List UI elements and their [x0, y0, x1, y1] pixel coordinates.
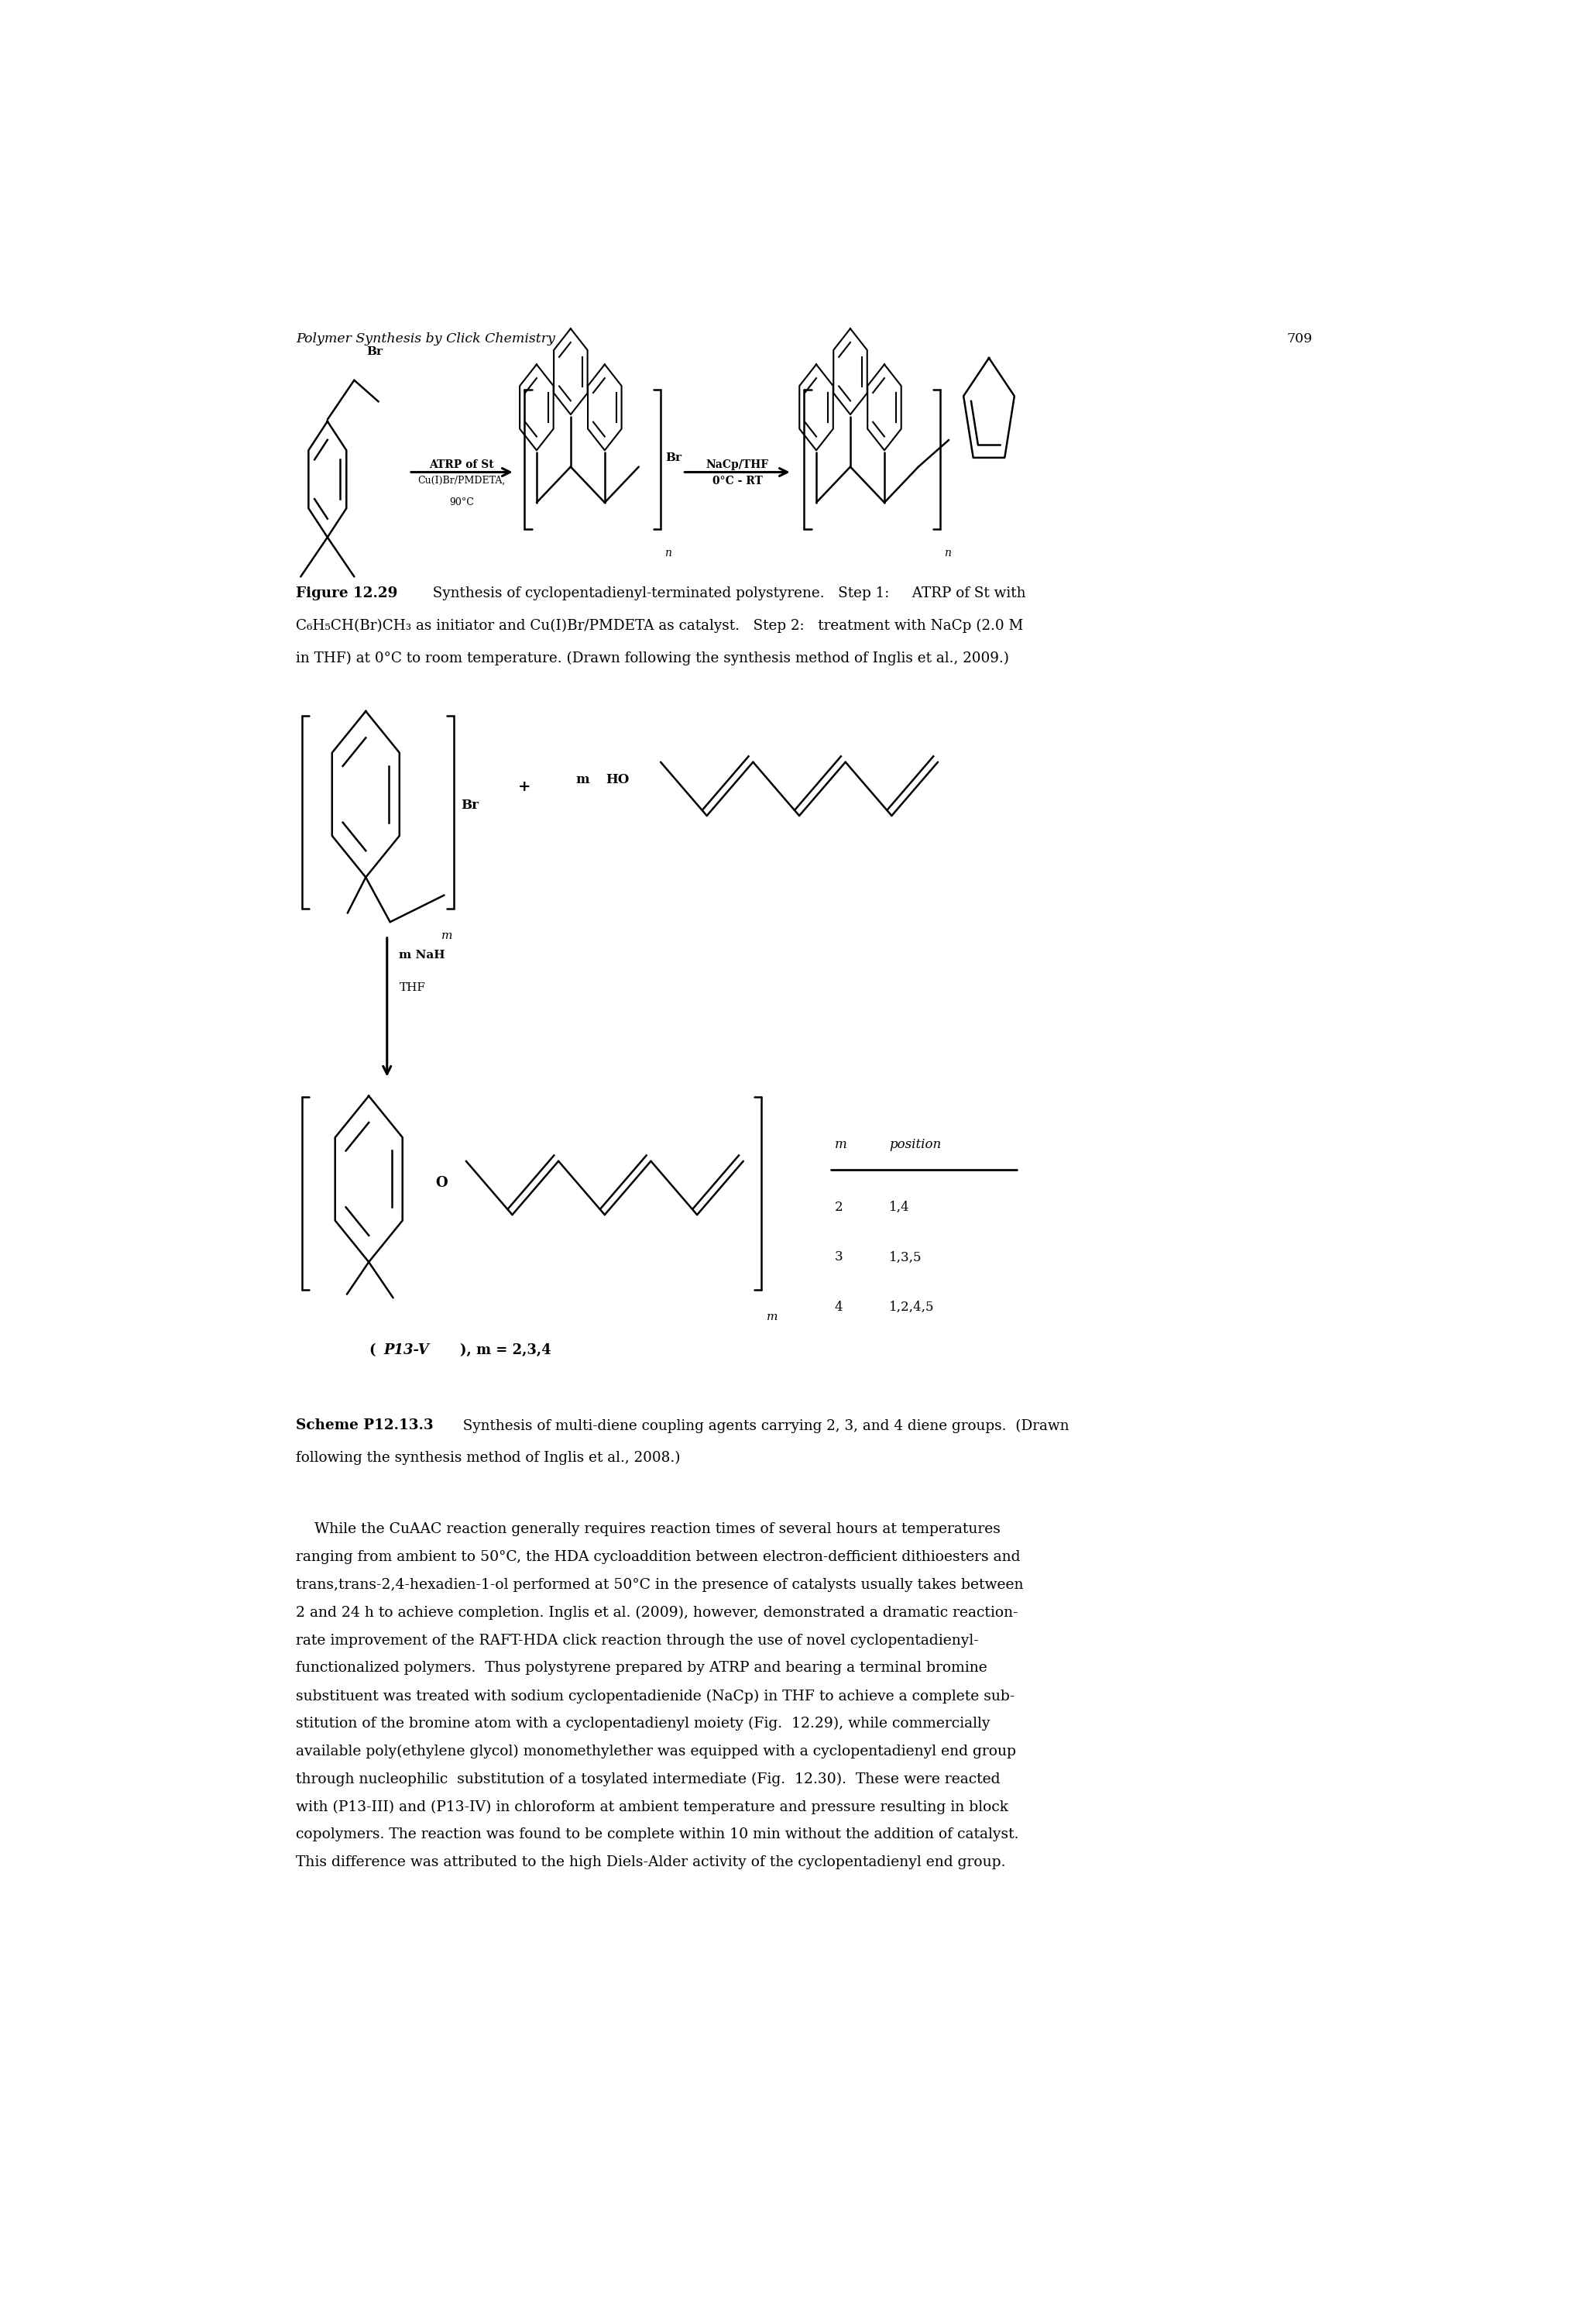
Text: NaCp/THF: NaCp/THF: [706, 460, 769, 469]
Text: 0°C - RT: 0°C - RT: [712, 476, 763, 486]
Text: +: +: [518, 781, 530, 795]
Text: ATRP of St: ATRP of St: [430, 460, 494, 469]
Text: following the synthesis method of Inglis et al., 2008.): following the synthesis method of Inglis…: [297, 1450, 681, 1464]
Text: m: m: [766, 1311, 778, 1322]
Text: Synthesis of multi-diene coupling agents carrying 2, 3, and 4 diene groups.  (Dr: Synthesis of multi-diene coupling agents…: [453, 1418, 1068, 1434]
Text: 90°C: 90°C: [449, 497, 474, 507]
Text: copolymers. The reaction was found to be complete within 10 min without the addi: copolymers. The reaction was found to be…: [297, 1827, 1018, 1841]
Text: in THF) at 0°C to room temperature. (Drawn following the synthesis method of Ing: in THF) at 0°C to room temperature. (Dra…: [297, 651, 1009, 665]
Text: Synthesis of cyclopentadienyl-terminated polystyrene.   Step 1:     ATRP of St w: Synthesis of cyclopentadienyl-terminated…: [424, 586, 1026, 600]
Text: m NaH: m NaH: [399, 951, 446, 960]
Text: 3: 3: [835, 1250, 843, 1264]
Text: Br: Br: [665, 453, 683, 462]
Text: 4: 4: [835, 1301, 843, 1313]
Text: 1,4: 1,4: [890, 1202, 910, 1213]
Text: This difference was attributed to the high Diels-Alder activity of the cyclopent: This difference was attributed to the hi…: [297, 1855, 1006, 1868]
Text: substituent was treated with sodium cyclopentadienide (NaCp) in THF to achieve a: substituent was treated with sodium cycl…: [297, 1690, 1015, 1703]
Text: O: O: [436, 1176, 447, 1190]
Text: 1,3,5: 1,3,5: [890, 1250, 923, 1264]
Text: ranging from ambient to 50°C, the HDA cycloaddition between electron-deﬃcient di: ranging from ambient to 50°C, the HDA cy…: [297, 1550, 1020, 1564]
Text: 1,2,4,5: 1,2,4,5: [890, 1301, 935, 1313]
Text: Scheme P12.13.3: Scheme P12.13.3: [297, 1418, 433, 1432]
Text: stitution of the bromine atom with a cyclopentadienyl moiety (Fig.  12.29), whil: stitution of the bromine atom with a cyc…: [297, 1717, 990, 1731]
Text: HO: HO: [606, 774, 629, 786]
Text: functionalized polymers.  Thus polystyrene prepared by ATRP and bearing a termin: functionalized polymers. Thus polystyren…: [297, 1662, 987, 1676]
Text: n: n: [664, 548, 672, 558]
Text: 709: 709: [1287, 332, 1312, 346]
Text: trans,trans-2,4-hexadien-1-ol performed at 50°C in the presence of catalysts usu: trans,trans-2,4-hexadien-1-ol performed …: [297, 1578, 1023, 1592]
Text: ), m = 2,3,4: ), m = 2,3,4: [460, 1343, 551, 1357]
Text: n: n: [945, 548, 951, 558]
Text: 2 and 24 h to achieve completion. Inglis et al. (2009), however, demonstrated a : 2 and 24 h to achieve completion. Inglis…: [297, 1606, 1018, 1620]
Text: Figure 12.29: Figure 12.29: [297, 586, 397, 600]
Text: available poly(ethylene glycol) monomethylether was equipped with a cyclopentadi: available poly(ethylene glycol) monometh…: [297, 1745, 1017, 1759]
Text: Polymer Synthesis by Click Chemistry: Polymer Synthesis by Click Chemistry: [297, 332, 555, 346]
Text: While the CuAAC reaction generally requires reaction times of several hours at t: While the CuAAC reaction generally requi…: [297, 1522, 1001, 1536]
Text: through nucleophilic  substitution of a tosylated intermediate (Fig.  12.30).  T: through nucleophilic substitution of a t…: [297, 1773, 999, 1787]
Text: with (P13-III) and (P13-IV) in chloroform at ambient temperature and pressure re: with (P13-III) and (P13-IV) in chlorofor…: [297, 1799, 1009, 1815]
Text: Br: Br: [367, 346, 383, 358]
Text: THF: THF: [399, 983, 425, 992]
Text: position: position: [890, 1139, 941, 1150]
Text: m: m: [576, 774, 588, 786]
Text: 2: 2: [835, 1202, 843, 1213]
Text: Cu(I)Br/PMDETA,: Cu(I)Br/PMDETA,: [417, 476, 505, 486]
Text: m: m: [442, 930, 453, 941]
Text: P13-V: P13-V: [383, 1343, 428, 1357]
Text: m: m: [835, 1139, 847, 1150]
Text: (: (: [369, 1343, 375, 1357]
Text: C₆H₅CH(Br)CH₃ as initiator and Cu(I)Br/PMDETA as catalyst.   Step 2:   treatment: C₆H₅CH(Br)CH₃ as initiator and Cu(I)Br/P…: [297, 618, 1023, 632]
Text: rate improvement of the RAFT-HDA click reaction through the use of novel cyclope: rate improvement of the RAFT-HDA click r…: [297, 1634, 979, 1648]
Text: Br: Br: [461, 799, 479, 811]
